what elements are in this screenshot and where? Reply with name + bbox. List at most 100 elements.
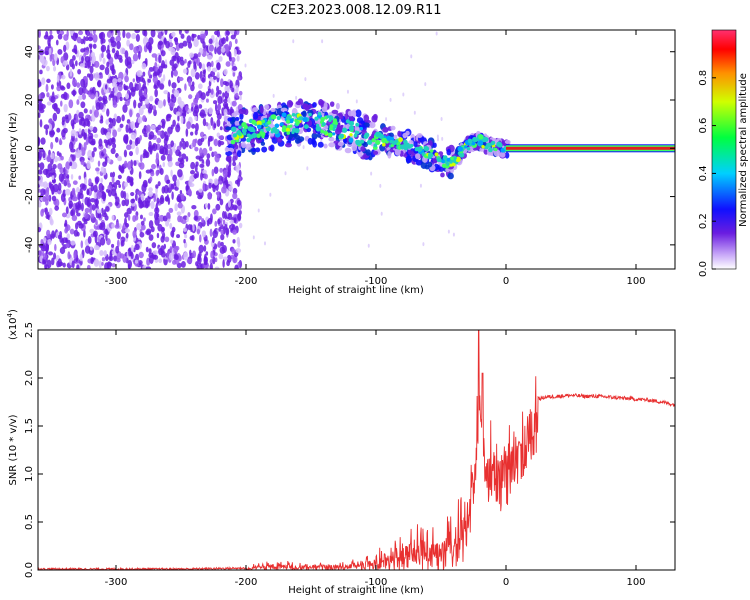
noise-speckle bbox=[196, 228, 201, 235]
snr-panel: -300 -200 -100 0 100 0.0 0.5 1.0 1.5 2.0 2.5 Heig… bbox=[6, 309, 676, 596]
noise-speckle bbox=[238, 169, 242, 177]
noise-speckle bbox=[182, 40, 188, 47]
noise-speckle bbox=[115, 180, 121, 186]
ridge-blob bbox=[225, 150, 233, 156]
noise-speckle bbox=[65, 237, 68, 244]
noise-speckle bbox=[116, 40, 121, 50]
ridge-blob bbox=[373, 150, 379, 155]
noise-speckle bbox=[102, 161, 107, 167]
noise-speckle bbox=[63, 103, 68, 113]
snr-line bbox=[38, 330, 675, 570]
noise-speckle bbox=[63, 34, 69, 41]
ridge-core bbox=[302, 116, 308, 123]
noise-speckle bbox=[56, 74, 60, 83]
noise-speckle bbox=[58, 173, 65, 182]
noise-speckle bbox=[65, 169, 68, 177]
noise-speckle bbox=[213, 138, 219, 147]
ridge-core bbox=[441, 159, 445, 164]
noise-speckle bbox=[210, 89, 214, 95]
noise-speckle bbox=[197, 34, 201, 40]
noise-speckle bbox=[129, 81, 134, 91]
noise-speckle bbox=[125, 232, 129, 239]
ridge-blob bbox=[280, 107, 288, 113]
noise-speckle bbox=[147, 107, 153, 114]
noise-speckle bbox=[106, 53, 111, 59]
faint-speckle bbox=[419, 183, 422, 188]
noise-speckle bbox=[229, 80, 233, 89]
noise-speckle bbox=[123, 83, 126, 90]
noise-speckle bbox=[115, 245, 120, 254]
ridge-core bbox=[473, 138, 478, 143]
noise-speckle bbox=[164, 236, 170, 243]
y-tick-label: -40 bbox=[24, 237, 35, 253]
noise-speckle bbox=[150, 201, 155, 210]
noise-speckle bbox=[184, 30, 189, 33]
noise-speckle bbox=[98, 182, 104, 192]
ridge-blob bbox=[357, 150, 363, 158]
noise-speckle bbox=[174, 254, 179, 261]
noise-speckle bbox=[134, 193, 138, 201]
noise-speckle bbox=[158, 54, 162, 64]
ridge-core bbox=[471, 141, 476, 146]
noise-speckle bbox=[216, 71, 220, 79]
noise-speckle bbox=[46, 156, 52, 163]
noise-speckle bbox=[75, 60, 78, 67]
ridge-blob bbox=[271, 136, 279, 144]
noise-speckle bbox=[152, 254, 159, 260]
ridge-blob bbox=[413, 141, 418, 148]
noise-speckle bbox=[106, 238, 111, 246]
ridge-core bbox=[276, 115, 281, 121]
noise-speckle bbox=[47, 37, 51, 47]
noise-speckle bbox=[180, 260, 186, 268]
noise-speckle bbox=[224, 81, 230, 87]
noise-speckle bbox=[173, 69, 178, 77]
noise-speckle bbox=[101, 261, 104, 266]
ridge-blob bbox=[234, 120, 241, 126]
ridge-core bbox=[355, 122, 360, 127]
ridge-core bbox=[488, 147, 493, 153]
noise-speckle bbox=[49, 128, 55, 138]
noise-speckle bbox=[138, 82, 142, 91]
noise-speckle bbox=[49, 30, 53, 36]
noise-speckle bbox=[48, 207, 53, 216]
noise-speckle bbox=[62, 127, 68, 134]
noise-speckle bbox=[228, 41, 233, 49]
noise-speckle bbox=[217, 240, 222, 249]
noise-speckle bbox=[197, 253, 201, 262]
noise-speckle bbox=[140, 224, 146, 231]
ridge-blob bbox=[328, 142, 336, 148]
noise-speckle bbox=[219, 167, 224, 173]
noise-speckle bbox=[202, 182, 206, 192]
noise-speckle bbox=[138, 251, 144, 259]
noise-speckle bbox=[38, 30, 41, 38]
noise-speckle bbox=[169, 222, 173, 229]
ridge-blob bbox=[432, 142, 437, 148]
ridge-core bbox=[252, 129, 256, 133]
noise-speckle bbox=[78, 95, 83, 101]
noise-speckle bbox=[227, 200, 231, 208]
noise-speckle bbox=[142, 30, 146, 36]
ridge-core bbox=[231, 126, 237, 132]
noise-speckle bbox=[143, 148, 147, 156]
noise-speckle bbox=[46, 233, 51, 239]
noise-speckle bbox=[76, 82, 81, 88]
noise-speckle bbox=[171, 93, 175, 99]
noise-speckle bbox=[220, 234, 225, 241]
noise-speckle bbox=[194, 122, 199, 132]
ridge-core bbox=[399, 144, 405, 150]
ridge-core bbox=[414, 146, 420, 152]
ridge-core bbox=[457, 146, 463, 152]
ridge-blob bbox=[351, 143, 357, 152]
noise-speckle bbox=[128, 247, 131, 257]
noise-speckle bbox=[170, 140, 175, 148]
noise-speckle bbox=[148, 187, 153, 193]
noise-speckle bbox=[107, 184, 113, 191]
noise-speckle bbox=[89, 30, 93, 34]
noise-speckle bbox=[93, 147, 97, 152]
noise-speckle bbox=[177, 215, 182, 223]
noise-speckle bbox=[208, 181, 212, 189]
noise-speckle bbox=[53, 156, 59, 163]
ridge-core bbox=[291, 112, 296, 117]
faint-speckle bbox=[252, 235, 255, 240]
ridge-core bbox=[282, 125, 287, 130]
